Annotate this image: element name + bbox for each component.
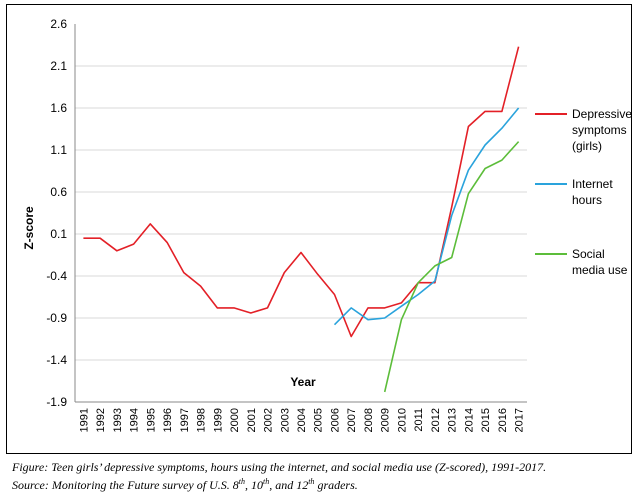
x-tick-label: 2014 <box>463 408 475 432</box>
y-axis-label: Z-score <box>22 206 36 250</box>
y-tick-label: -1.9 <box>46 395 67 409</box>
line-chart: 2.62.11.61.10.60.1-0.4-0.9-1.4-1.9 1991 1… <box>22 17 632 432</box>
x-tick-label: 2013 <box>447 408 459 432</box>
legend-label: hours <box>572 193 602 207</box>
y-tick-label: 2.6 <box>50 17 67 31</box>
figure-caption: Figure: Teen girls’ depressive symptoms,… <box>12 460 547 474</box>
x-tick-label: 1993 <box>112 408 124 432</box>
x-tick-label: 1997 <box>179 408 191 432</box>
x-tick-label: 1995 <box>145 408 157 432</box>
x-tick-label: 2015 <box>480 408 492 432</box>
series-line <box>333 107 520 326</box>
series-line <box>83 46 520 338</box>
x-tick-label: 1991 <box>78 408 90 432</box>
x-tick-label: 2000 <box>229 408 241 432</box>
legend-label: (girls) <box>572 139 602 153</box>
x-tick-label: 1998 <box>196 408 208 432</box>
x-tick-label: 1996 <box>162 408 174 432</box>
x-tick-label: 2017 <box>514 408 526 432</box>
y-tick-label: 1.1 <box>50 143 67 157</box>
legend-label: Internet <box>572 177 613 191</box>
x-tick-label: 2004 <box>296 408 308 432</box>
y-tick-labels: 2.6 2.1 1.6 1.1 0.6 0.1 -0.4 -0.9 -1.4 -1.9 <box>46 17 67 409</box>
x-tick-label: 2002 <box>263 408 275 432</box>
y-tick-label: 1.6 <box>50 101 67 115</box>
axes <box>74 24 527 403</box>
legend-label: Depressive <box>572 107 632 121</box>
x-tick-label: 2008 <box>363 408 375 432</box>
y-tick-label: 0.1 <box>50 227 67 241</box>
y-tick-label: 2.1 <box>50 59 67 73</box>
x-tick-label: 1994 <box>129 408 141 432</box>
x-tick-label: 2007 <box>346 408 358 432</box>
x-tick-label: 2001 <box>246 408 258 432</box>
source-caption: Source: Monitoring the Future survey of … <box>12 477 358 492</box>
gridlines <box>75 65 527 361</box>
legend: Depressive symptoms (girls) Internet hours So… <box>535 107 632 277</box>
x-tick-label: 2009 <box>380 408 392 432</box>
x-tick-label: 2011 <box>413 408 425 432</box>
x-tick-labels: 1991 1992 1993 1994 1995 1996 1997 1998 1999 2000… <box>78 408 525 432</box>
x-tick-label: 2010 <box>396 408 408 432</box>
y-tick-label: 0.6 <box>50 185 67 199</box>
x-tick-label: 2012 <box>430 408 442 432</box>
y-tick-label: -1.4 <box>46 353 67 367</box>
chart-frame <box>6 4 632 454</box>
legend-label: symptoms <box>572 123 627 137</box>
x-tick-label: 2005 <box>313 408 325 432</box>
x-axis-label: Year <box>290 375 316 389</box>
y-tick-label: -0.9 <box>46 311 67 325</box>
x-tick-label: 1992 <box>95 408 107 432</box>
series-line <box>383 141 520 393</box>
x-tick-label: 1999 <box>212 408 224 432</box>
series-lines <box>83 46 520 393</box>
x-tick-label: 2006 <box>329 408 341 432</box>
x-tick-label: 2003 <box>279 408 291 432</box>
y-tick-label: -0.4 <box>46 269 67 283</box>
legend-label: Social <box>572 247 605 261</box>
legend-label: media use <box>572 263 628 277</box>
x-tick-label: 2016 <box>497 408 509 432</box>
